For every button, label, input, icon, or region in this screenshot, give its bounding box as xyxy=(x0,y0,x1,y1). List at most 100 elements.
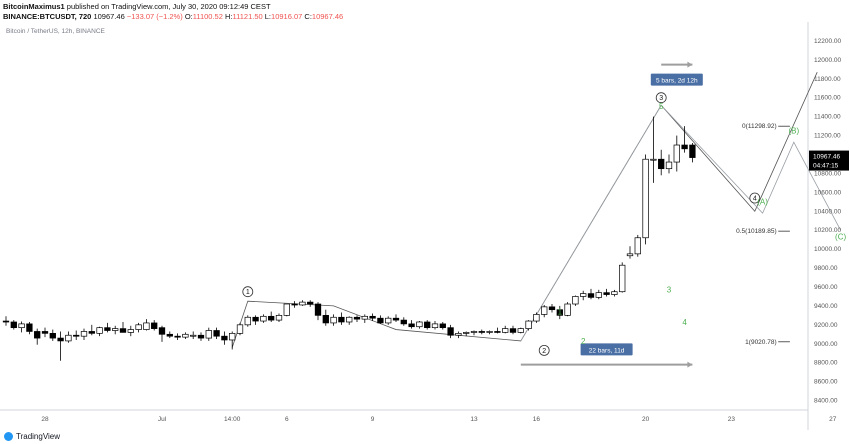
last-price-tag xyxy=(809,150,849,171)
candle-body xyxy=(197,334,205,339)
x-tick-label: 16 xyxy=(533,416,541,423)
candle-body xyxy=(346,316,353,323)
candle-body xyxy=(517,328,524,333)
candle-body xyxy=(307,301,314,305)
candle-body xyxy=(416,321,423,328)
y-tick-label: 10600.00 xyxy=(814,189,841,196)
open-value: 11100.52 xyxy=(192,12,223,21)
measure-arrow-head xyxy=(687,61,693,68)
candle-body xyxy=(619,264,626,293)
candle-body xyxy=(221,335,228,341)
candle-body xyxy=(556,309,563,316)
candle-body xyxy=(689,144,696,158)
y-tick-label: 9200.00 xyxy=(814,322,838,329)
fib-level-label: 0.5(10189.85) xyxy=(736,228,776,235)
candle-body xyxy=(509,328,517,333)
candle-body xyxy=(665,161,673,170)
candle-body xyxy=(322,315,329,324)
wave-label-circle xyxy=(655,92,667,104)
fib-level-label: 0(11298.92) xyxy=(742,123,777,130)
ohlc-line: BINANCE:BTCUSDT, 720 10967.46 −133.07 (−… xyxy=(3,12,343,21)
published-text: published on TradingView.com, July 30, 2… xyxy=(66,2,271,11)
candle-body xyxy=(658,158,665,170)
candle-body xyxy=(260,315,267,322)
wave-label: 3 xyxy=(659,95,663,102)
subwave-label: (A) xyxy=(757,198,768,207)
candle-body xyxy=(34,331,41,339)
tradingview-logo-icon xyxy=(4,432,13,441)
candle-body xyxy=(330,316,337,324)
price-chart[interactable]: Bitcoin / TetherUS, 12h, BINANCE 0(11298… xyxy=(0,22,850,430)
candle-body xyxy=(361,315,368,320)
candle-body xyxy=(236,324,244,334)
wave-label: 4 xyxy=(753,196,757,203)
high-label: H: xyxy=(225,12,233,21)
low-value: 10916.07 xyxy=(271,12,303,21)
x-tick-label: Jul xyxy=(158,416,167,423)
candle-body xyxy=(447,327,454,336)
y-tick-label: 8400.00 xyxy=(814,398,838,405)
candle-body xyxy=(88,331,95,334)
last-price-value: 10967.46 xyxy=(813,154,840,161)
candle-body xyxy=(494,331,501,333)
measure-label: 22 bars, 11d xyxy=(589,347,625,354)
candle-body xyxy=(400,319,407,325)
candle-body xyxy=(244,316,251,326)
candle-body xyxy=(151,322,158,329)
y-tick-label: 11400.00 xyxy=(814,114,841,121)
candle-body xyxy=(182,333,189,338)
x-tick-label: 9 xyxy=(371,416,375,423)
candle-body xyxy=(143,322,150,330)
x-tick-label: 27 xyxy=(829,416,837,423)
measure-box xyxy=(650,73,703,86)
open-label: O: xyxy=(184,12,193,21)
subwave-label: 5 xyxy=(659,102,664,111)
candle-body xyxy=(681,144,688,150)
y-tick-label: 11200.00 xyxy=(814,133,841,140)
corrective-projection-line xyxy=(520,104,841,342)
candle-body xyxy=(166,333,173,337)
symbol-label: BINANCE:BTCUSDT, 720 xyxy=(3,12,92,21)
price-change: −133.07 (−1.2%) xyxy=(126,12,183,21)
close-value: 10967.46 xyxy=(311,12,344,21)
x-tick-label: 6 xyxy=(285,416,289,423)
chart-background xyxy=(0,22,850,430)
candle-body xyxy=(541,306,548,315)
candle-body xyxy=(41,331,49,334)
y-tick-label: 11800.00 xyxy=(814,76,841,83)
candle-body xyxy=(533,314,540,322)
candle-body xyxy=(650,158,657,161)
y-tick-label: 9800.00 xyxy=(814,265,838,272)
candle-body xyxy=(275,315,283,321)
tradingview-branding[interactable]: TradingView xyxy=(4,432,60,441)
x-tick-label: 20 xyxy=(642,416,650,423)
y-tick-label: 12200.00 xyxy=(814,38,841,45)
candle-body xyxy=(10,321,17,329)
publish-line: BitcoinMaximus1 published on TradingView… xyxy=(3,2,271,11)
candle-body xyxy=(673,144,680,163)
candle-body xyxy=(174,335,181,338)
candle-body xyxy=(190,334,197,337)
subwave-label: 4 xyxy=(682,318,687,327)
y-tick-label: 12000.00 xyxy=(814,57,841,64)
y-tick-label: 10000.00 xyxy=(814,246,841,253)
y-tick-label: 10400.00 xyxy=(814,208,841,215)
x-tick-label: 28 xyxy=(41,416,49,423)
y-tick-label: 11600.00 xyxy=(814,95,841,102)
candle-body xyxy=(49,332,56,339)
candle-body xyxy=(252,316,259,322)
candle-body xyxy=(104,327,111,331)
wave-label-circle xyxy=(749,192,761,204)
last-price: 10967.46 xyxy=(93,12,125,21)
candle-body xyxy=(213,330,220,337)
candle-body xyxy=(642,158,649,239)
chart-title: Bitcoin / TetherUS, 12h, BINANCE xyxy=(6,28,106,35)
candle-body xyxy=(283,303,290,316)
candle-body xyxy=(478,331,485,333)
candle-body xyxy=(408,323,415,328)
candle-body xyxy=(158,327,166,335)
author-name[interactable]: BitcoinMaximus1 xyxy=(3,2,65,11)
measure-label: 5 bars, 2d 12h xyxy=(656,78,698,85)
candle-body xyxy=(502,328,509,333)
candle-body xyxy=(431,323,439,329)
